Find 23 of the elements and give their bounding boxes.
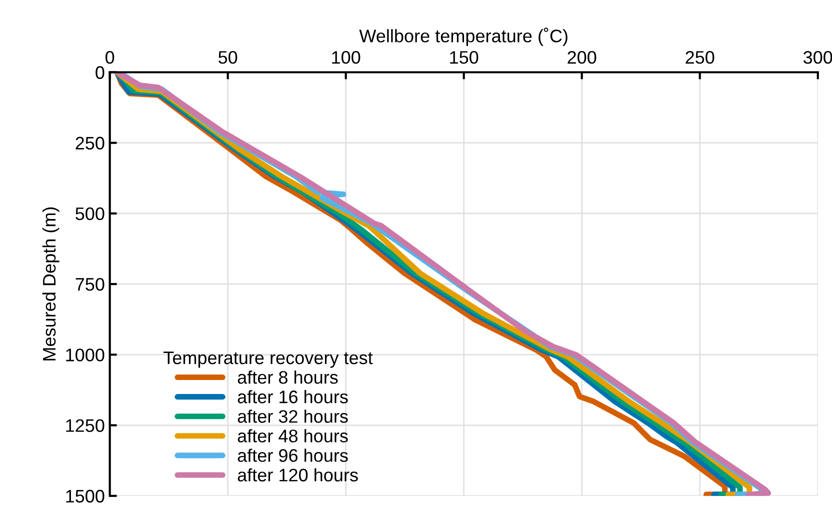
x-tick-label: 200: [568, 51, 596, 64]
y-tick-label: 750: [76, 278, 104, 291]
legend-label: after 16 hours: [238, 390, 348, 404]
legend-label: after 32 hours: [238, 410, 348, 423]
y-tick-label: 500: [76, 207, 104, 220]
x-tick-label: 100: [332, 51, 360, 64]
x-tick-label: 150: [450, 51, 478, 64]
legend-label: after 120 hours: [238, 468, 358, 482]
y-tick-label: 1500: [66, 490, 104, 503]
y-tick-label: 1000: [66, 348, 104, 362]
x-tick-label: 250: [686, 51, 714, 64]
x-tick-label: 300: [803, 51, 832, 64]
legend-label: after 48 hours: [238, 429, 348, 442]
x-tick-label: 0: [106, 51, 114, 64]
x-axis-title: Wellbore temperature (˚C): [359, 28, 568, 46]
y-tick-label: 250: [76, 136, 104, 150]
y-tick-label: 0: [96, 66, 104, 79]
x-tick-label: 50: [218, 51, 238, 64]
y-axis-title: Mesured Depth (m): [42, 207, 60, 360]
y-tick-label: 1250: [66, 419, 104, 432]
legend-label: after 8 hours: [238, 370, 338, 384]
legend-title: Temperature recovery test: [164, 352, 373, 368]
legend-label: after 96 hours: [238, 448, 348, 462]
